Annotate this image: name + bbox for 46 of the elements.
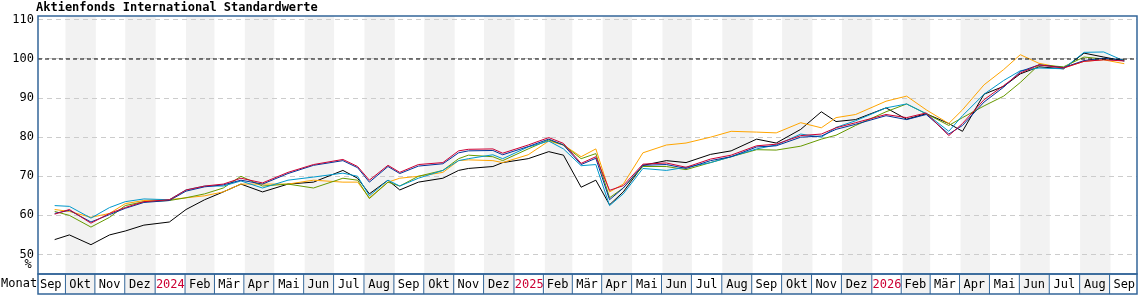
x-tick-label: 2026: [872, 277, 902, 292]
x-tick-label: Mär: [934, 277, 956, 292]
x-tick-label: Apr: [605, 277, 628, 292]
x-tick-label: Mai: [278, 277, 300, 292]
chart-title: Aktienfonds International Standardwerte: [36, 0, 318, 15]
x-tick-label: Jun: [665, 277, 688, 292]
y-axis-title: %: [24, 257, 33, 272]
x-tick-label: Okt: [785, 277, 808, 292]
x-tick-label: 2024: [155, 277, 185, 292]
x-tick-label: Mär: [218, 277, 241, 292]
x-tick-label: Feb: [188, 277, 211, 292]
x-tick-label: Jun: [1023, 277, 1045, 292]
y-tick-label: 100: [12, 51, 34, 66]
x-tick-label: Sep: [39, 277, 62, 292]
x-tick-label: Nov: [98, 277, 121, 292]
x-tick-label: Dez: [129, 277, 151, 292]
x-tick-label: Jun: [307, 277, 330, 292]
x-axis-title: Monat: [1, 276, 38, 291]
x-tick-label: Jul: [1053, 277, 1076, 292]
y-tick-label: 80: [19, 129, 34, 144]
x-tick-label: Mär: [576, 277, 598, 292]
x-tick-label: Apr: [247, 277, 270, 292]
x-tick-label: Aug: [726, 277, 748, 292]
x-tick-label: Feb: [546, 277, 569, 292]
x-tick-label: Feb: [904, 277, 927, 292]
x-tick-label: Sep: [1113, 277, 1136, 292]
x-tick-label: Sep: [397, 277, 420, 292]
x-tick-label: Dez: [845, 277, 868, 292]
x-tick-label: 2025: [514, 277, 544, 292]
x-tick-label: Okt: [69, 277, 91, 292]
x-tick-label: Mai: [993, 277, 1016, 292]
x-tick-label: Aug: [368, 277, 391, 292]
x-tick-label: Apr: [963, 277, 986, 292]
x-tick-label: Okt: [428, 277, 450, 292]
x-tick-label: Nov: [815, 277, 838, 292]
y-tick-label: 60: [19, 207, 34, 222]
y-tick-label: 90: [19, 90, 34, 105]
x-tick-label: Sep: [755, 277, 778, 292]
x-tick-label: Jul: [337, 277, 360, 292]
x-tick-label: Jul: [695, 277, 718, 292]
x-tick-label: Dez: [487, 277, 510, 292]
x-tick-label: Mai: [635, 277, 658, 292]
x-tick-label: Nov: [457, 277, 480, 292]
x-tick-label: Aug: [1084, 277, 1106, 292]
y-tick-label: 110: [12, 12, 34, 27]
y-tick-label: 70: [19, 168, 34, 183]
